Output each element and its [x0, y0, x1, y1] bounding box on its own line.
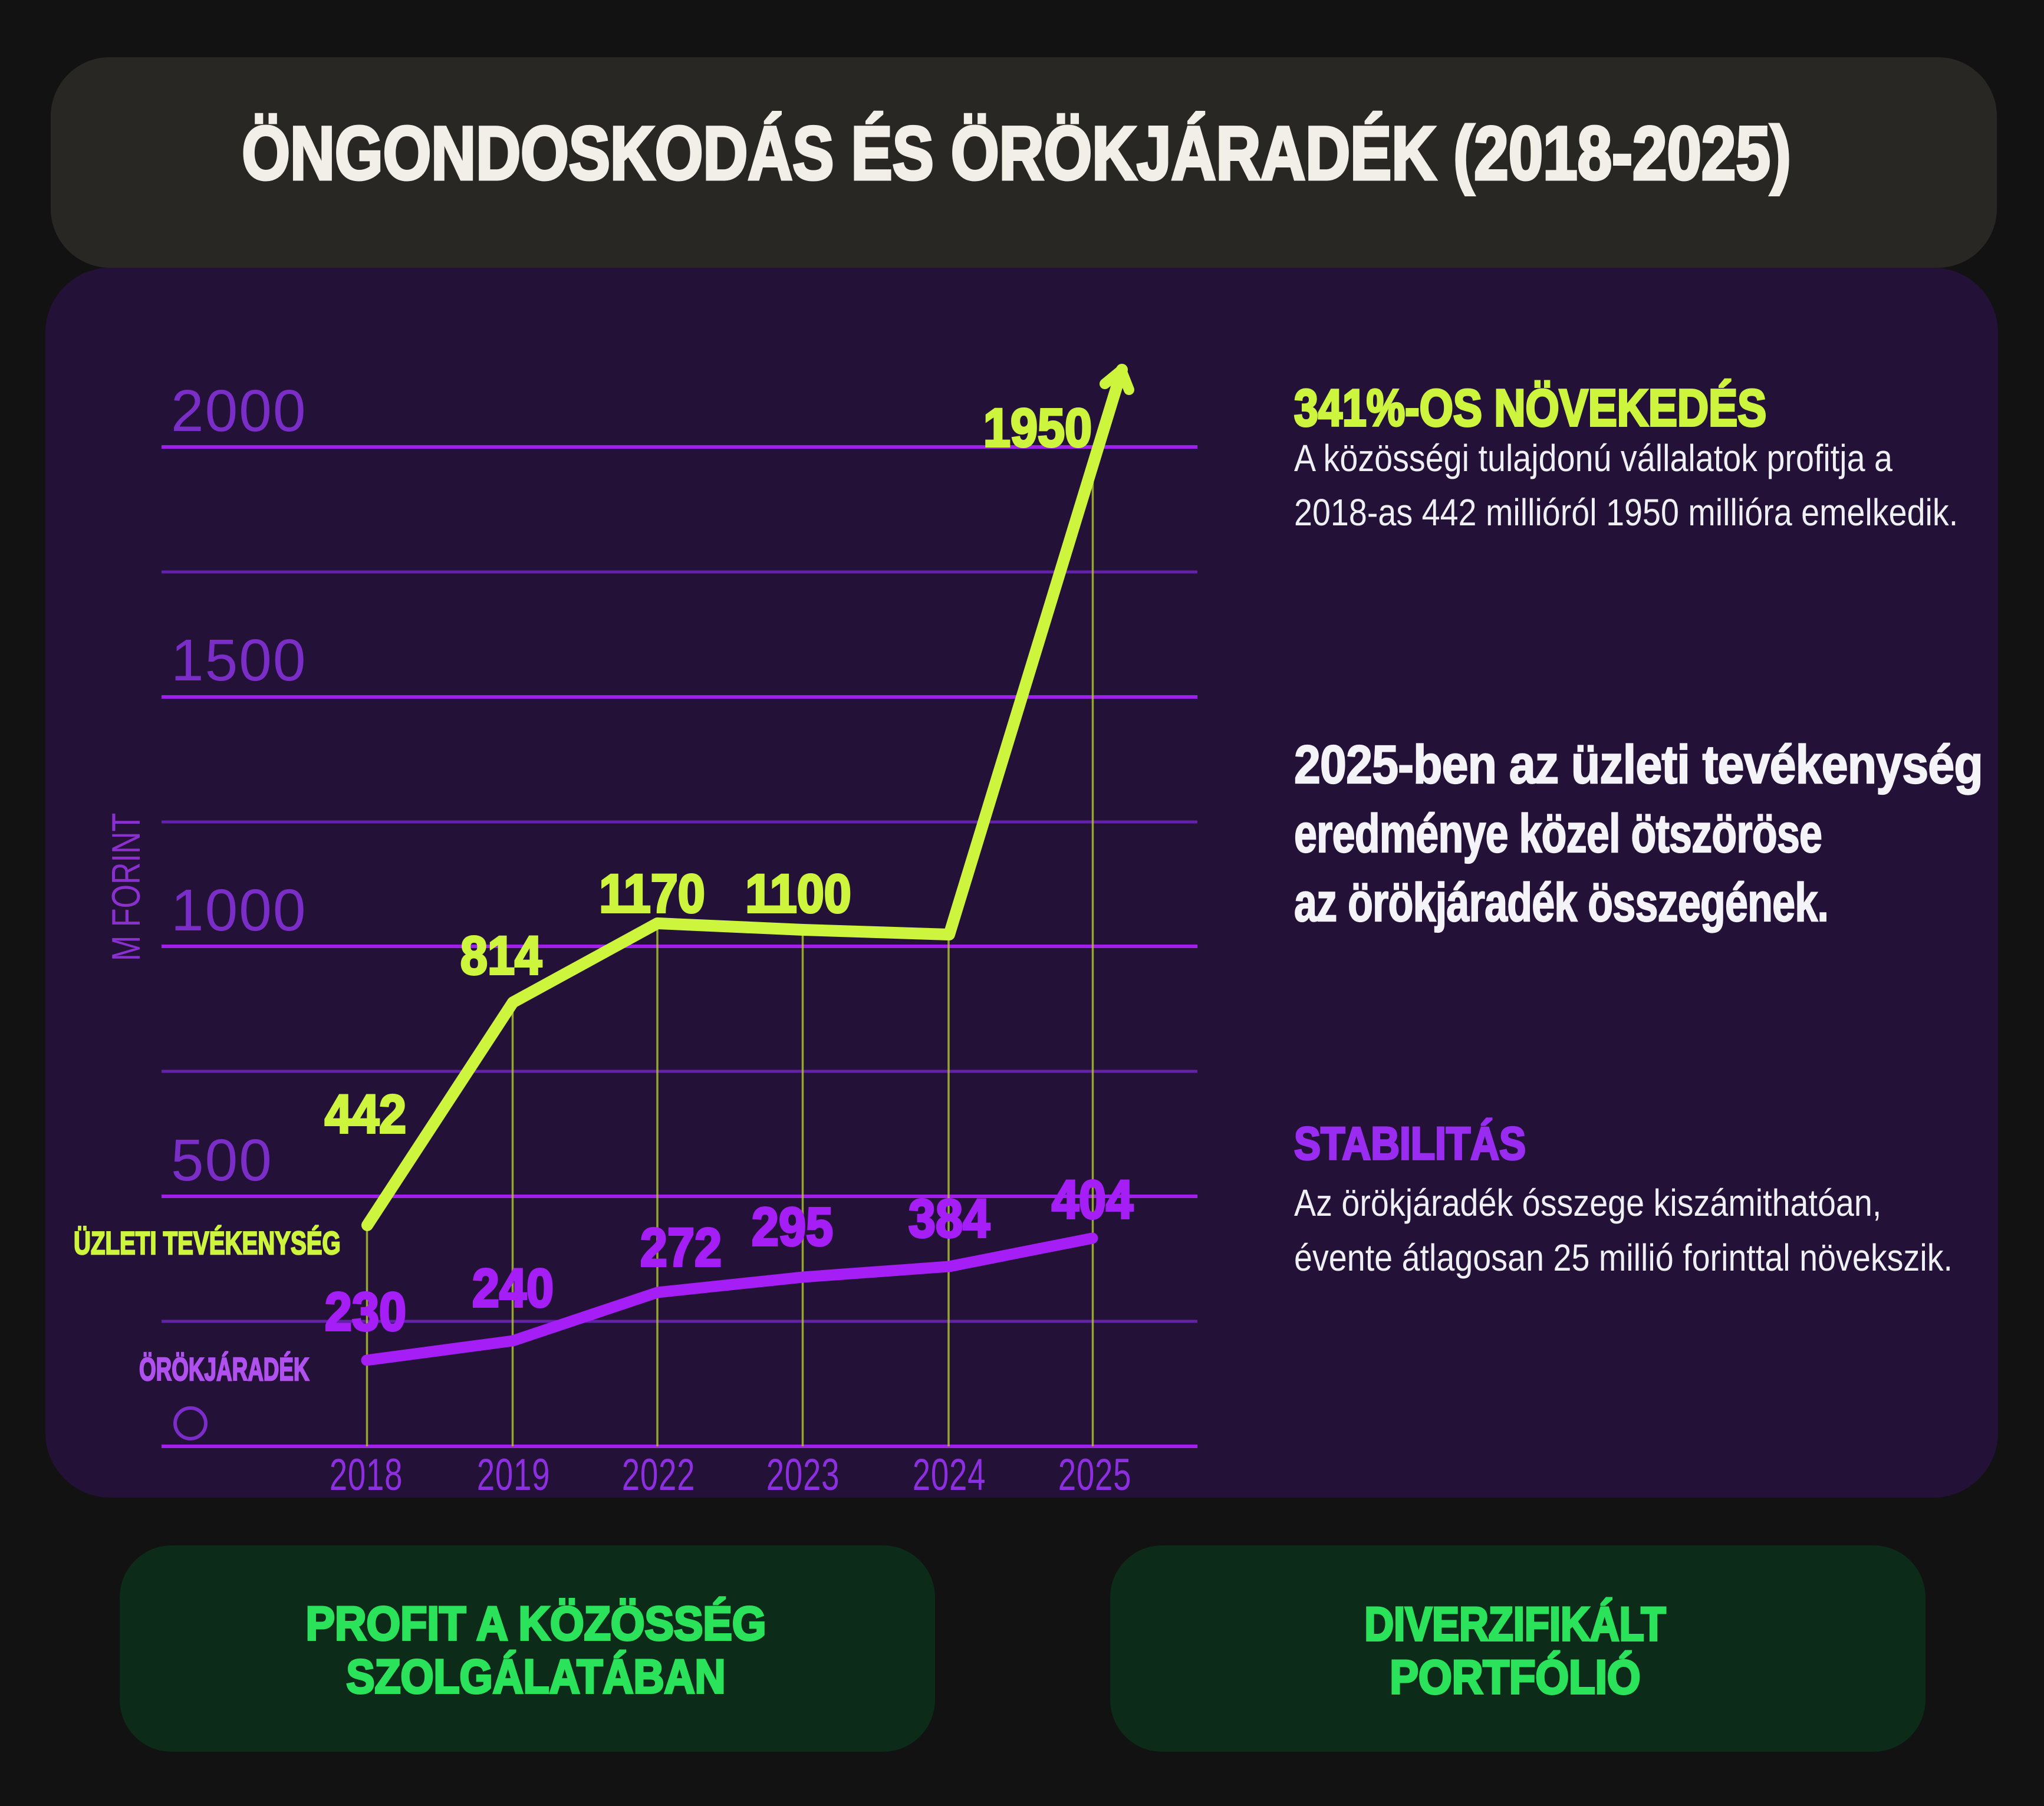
svg-text:ÜZLETI TEVÉKENYSÉG: ÜZLETI TEVÉKENYSÉG — [74, 1225, 341, 1262]
svg-text:évente átlagosan 25 millió for: évente átlagosan 25 millió forinttal növ… — [1294, 1236, 1953, 1278]
svg-text:2024: 2024 — [913, 1450, 986, 1500]
svg-text:ÖRÖKJÁRADÉK: ÖRÖKJÁRADÉK — [139, 1351, 310, 1387]
svg-text:2018-as 442 millióról 1950 mil: 2018-as 442 millióról 1950 millióra emel… — [1294, 491, 1958, 533]
svg-text:1500: 1500 — [171, 627, 307, 693]
svg-text:1100: 1100 — [745, 863, 851, 924]
svg-text:2022: 2022 — [622, 1450, 696, 1500]
svg-text:500: 500 — [171, 1127, 273, 1193]
svg-text:PORTFÓLIÓ: PORTFÓLIÓ — [1390, 1650, 1640, 1703]
svg-text:240: 240 — [472, 1258, 554, 1318]
svg-text:STABILITÁS: STABILITÁS — [1294, 1119, 1526, 1170]
svg-text:M FORINT: M FORINT — [103, 813, 148, 961]
svg-text:272: 272 — [640, 1217, 722, 1278]
svg-text:341%-OS NÖVEKEDÉS: 341%-OS NÖVEKEDÉS — [1294, 379, 1766, 437]
svg-text:ÖNGONDOSKODÁS ÉS ÖRÖKJÁRADÉK (: ÖNGONDOSKODÁS ÉS ÖRÖKJÁRADÉK (2018-2025) — [242, 111, 1791, 195]
svg-text:2025-ben az üzleti tevékenység: 2025-ben az üzleti tevékenység — [1294, 735, 1983, 795]
svg-text:eredménye közel ötszöröse: eredménye közel ötszöröse — [1294, 804, 1822, 864]
svg-text:384: 384 — [909, 1188, 990, 1249]
svg-text:2019: 2019 — [477, 1450, 551, 1500]
svg-text:az örökjáradék összegének.: az örökjáradék összegének. — [1294, 873, 1828, 933]
svg-text:2023: 2023 — [766, 1450, 840, 1500]
svg-text:DIVERZIFIKÁLT: DIVERZIFIKÁLT — [1364, 1597, 1666, 1651]
svg-text:230: 230 — [325, 1281, 406, 1342]
svg-text:295: 295 — [752, 1196, 833, 1257]
svg-text:404: 404 — [1052, 1169, 1133, 1230]
svg-text:2018: 2018 — [330, 1450, 403, 1500]
svg-text:1000: 1000 — [171, 877, 307, 943]
svg-text:A közösségi tulajdonú vállalat: A közösségi tulajdonú vállalatok profitj… — [1294, 437, 1893, 479]
svg-text:1170: 1170 — [599, 863, 705, 924]
svg-text:2000: 2000 — [171, 378, 307, 444]
svg-text:1950: 1950 — [983, 397, 1092, 458]
svg-text:Az örökjáradék ósszege kiszámi: Az örökjáradék ósszege kiszámithatóan, — [1294, 1182, 1881, 1223]
svg-text:PROFIT A KÖZÖSSÉG: PROFIT A KÖZÖSSÉG — [306, 1597, 766, 1650]
svg-text:2025: 2025 — [1058, 1450, 1132, 1500]
svg-text:814: 814 — [460, 925, 542, 986]
svg-text:442: 442 — [325, 1084, 406, 1144]
svg-text:SZOLGÁLATÁBAN: SZOLGÁLATÁBAN — [346, 1650, 725, 1703]
